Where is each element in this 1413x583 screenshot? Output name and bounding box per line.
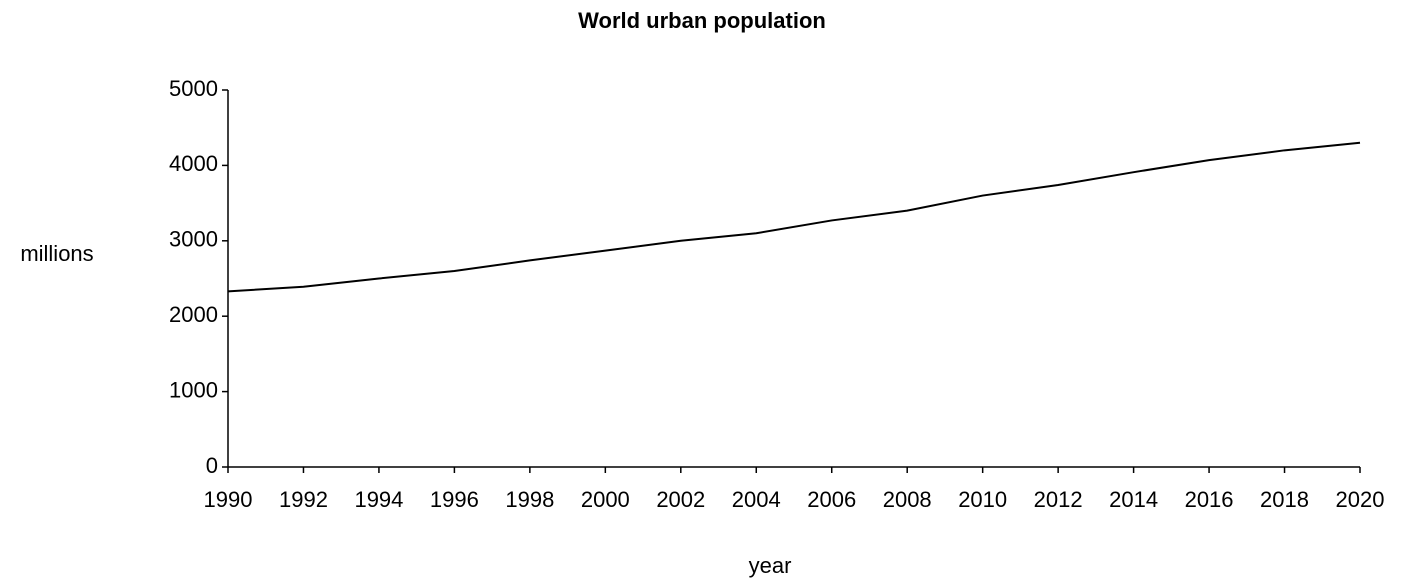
x-axis-label: year — [749, 553, 792, 578]
y-tick-label: 4000 — [169, 151, 218, 176]
chart-title: World urban population — [578, 8, 826, 33]
x-tick-label: 2014 — [1109, 487, 1158, 512]
y-tick-label: 3000 — [169, 227, 218, 252]
y-axis-label: millions — [20, 241, 93, 266]
y-tick-label: 2000 — [169, 302, 218, 327]
x-tick-label: 1996 — [430, 487, 479, 512]
x-tick-label: 1990 — [204, 487, 253, 512]
x-tick-label: 2012 — [1034, 487, 1083, 512]
y-tick-label: 1000 — [169, 377, 218, 402]
x-tick-label: 2010 — [958, 487, 1007, 512]
x-tick-label: 1992 — [279, 487, 328, 512]
x-tick-label: 2000 — [581, 487, 630, 512]
x-tick-label: 2018 — [1260, 487, 1309, 512]
y-tick-label: 5000 — [169, 76, 218, 101]
x-tick-label: 2002 — [656, 487, 705, 512]
y-tick-label: 0 — [206, 453, 218, 478]
x-tick-label: 1998 — [505, 487, 554, 512]
x-tick-label: 2016 — [1185, 487, 1234, 512]
x-tick-label: 2020 — [1336, 487, 1385, 512]
x-tick-label: 1994 — [354, 487, 403, 512]
data-line — [227, 141, 1361, 293]
x-tick-label: 2006 — [807, 487, 856, 512]
x-tick-label: 2008 — [883, 487, 932, 512]
x-tick-label: 2004 — [732, 487, 781, 512]
